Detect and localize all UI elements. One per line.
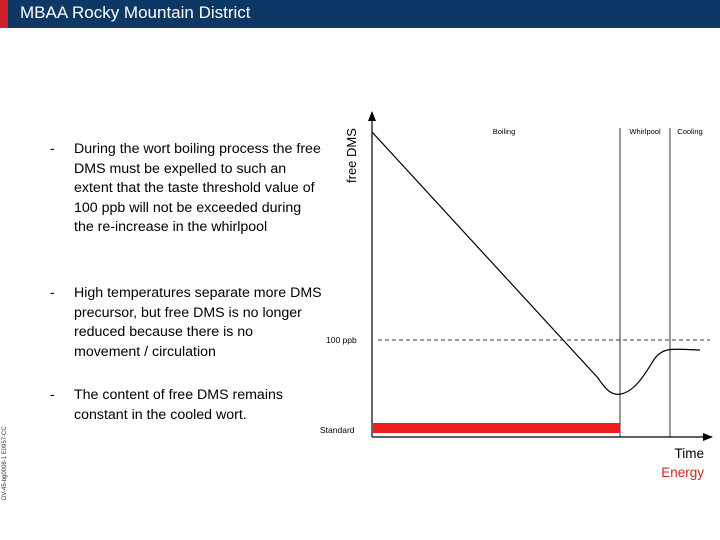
header-accent [0,0,8,28]
bullet-dash: - [50,285,55,301]
bullet-dash: - [50,141,55,157]
phase-label-boiling: Boiling [493,127,516,136]
page-title: MBAA Rocky Mountain District [20,3,251,22]
standard-label: Standard [320,425,355,435]
phase-label-cooling: Cooling [677,127,702,136]
standard-bar [373,423,620,433]
x-axis-label-energy: Energy [661,465,704,480]
bullet-text: High temperatures separate more DMS prec… [74,285,322,360]
bullet-text: During the wort boiling process the free… [74,141,321,235]
bullet-text: The content of free DMS remains constant… [74,387,283,423]
dms-curve [371,131,701,395]
threshold-label: 100 ppb [326,335,357,345]
x-axis-label-time: Time [675,446,705,461]
y-axis-label: free DMS [344,128,359,183]
header-bar: MBAA Rocky Mountain District [0,0,720,28]
phase-label-whirlpool: Whirlpool [629,127,661,136]
bullet-dash: - [50,387,55,403]
